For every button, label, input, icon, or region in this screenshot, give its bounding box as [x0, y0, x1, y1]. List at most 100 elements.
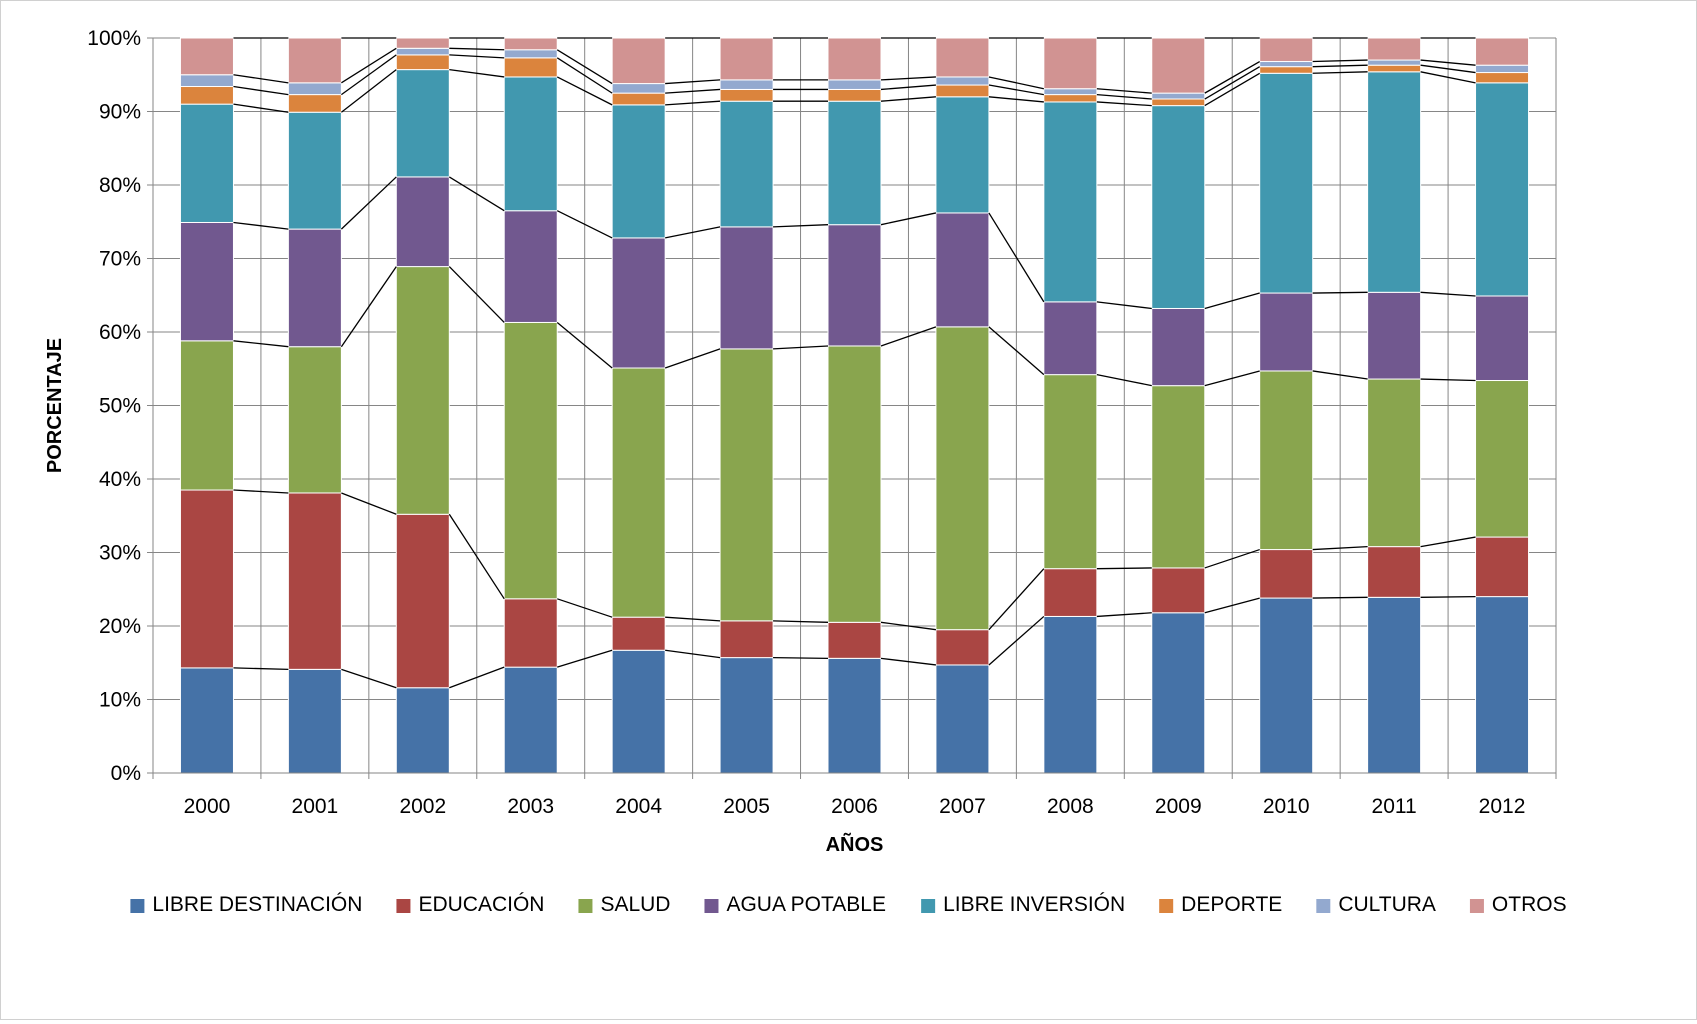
x-tick-label: 2003 [507, 795, 554, 818]
y-tick-label: 90% [99, 101, 141, 124]
bar-segment [1367, 71, 1422, 293]
series-line [880, 212, 937, 226]
bar-segment [179, 74, 234, 88]
series-line [1096, 93, 1152, 100]
legend-label: LIBRE INVERSIÓN [943, 893, 1125, 916]
series-line [773, 656, 829, 659]
series-line [1420, 64, 1476, 74]
bar-segment [1367, 596, 1422, 774]
y-tick-label: 10% [99, 689, 141, 712]
bar-segment [827, 224, 882, 347]
bar-segment [1043, 88, 1098, 96]
bar-segment [1259, 37, 1314, 63]
bar-segment [1151, 567, 1206, 614]
bar-segment [827, 100, 882, 226]
bar-segment [503, 57, 558, 78]
bar-segment [611, 83, 666, 94]
bar-segment [179, 103, 234, 223]
series-line [1096, 101, 1152, 107]
bar-segment [179, 86, 234, 105]
bar-segment [287, 492, 342, 670]
y-tick-label: 70% [99, 248, 141, 271]
legend-swatch [578, 899, 593, 913]
bar-segment [611, 616, 666, 651]
series-line [665, 649, 721, 659]
bar-segment [503, 321, 558, 600]
bar-segment [827, 621, 882, 659]
series-line [880, 326, 937, 347]
series-line [341, 47, 397, 84]
bar-segment [935, 84, 990, 98]
series-line [1096, 301, 1152, 310]
series-line [233, 667, 289, 671]
series-line [556, 321, 613, 369]
bar-segment [1043, 301, 1098, 376]
series-line [340, 176, 397, 230]
bar-segment [1259, 370, 1314, 551]
bar-segment [1151, 612, 1206, 774]
bar-segment [179, 221, 234, 342]
series-line [233, 489, 289, 494]
series-line [773, 345, 829, 350]
series-line [341, 54, 397, 96]
y-tick-label: 20% [99, 615, 141, 638]
bar-segment [935, 326, 990, 631]
bar-segment [395, 37, 450, 49]
legend-item: EDUCACIÓN [396, 893, 544, 916]
series-line [988, 76, 1044, 90]
series-line [1096, 612, 1152, 618]
legend-item: SALUD [578, 893, 670, 916]
series-line [233, 85, 289, 96]
bar-segment [1043, 568, 1098, 617]
series-line [448, 176, 505, 212]
legend-label: EDUCACIÓN [418, 893, 544, 916]
bar-segment [1043, 101, 1098, 303]
series-line [1204, 66, 1261, 100]
bar-segment [1151, 37, 1206, 94]
x-tick-label: 2012 [1479, 795, 1526, 818]
series-line [1204, 292, 1260, 310]
legend-swatch [921, 899, 936, 913]
bar-segment [1475, 82, 1530, 297]
bar-segment [395, 47, 450, 56]
series-line [988, 212, 1045, 303]
y-tick-label: 100% [87, 27, 141, 50]
bar-segment [287, 346, 342, 494]
series-line [1096, 373, 1152, 387]
y-tick-label: 0% [111, 762, 141, 785]
series-line [1312, 291, 1368, 294]
bar-segment [1367, 37, 1422, 61]
series-line [988, 96, 1044, 103]
bar-segment [1043, 615, 1098, 774]
bar-segment [1043, 374, 1098, 570]
series-line [557, 649, 613, 668]
series-line [988, 84, 1044, 96]
bar-segment [611, 37, 666, 85]
legend-item: OTROS [1469, 893, 1567, 916]
bar-segment [1259, 292, 1314, 372]
series-line [556, 49, 613, 85]
bar-segment [611, 92, 666, 106]
bar-segment [1367, 546, 1422, 598]
series-line [340, 266, 397, 348]
series-line [1420, 378, 1476, 382]
bar-segment [827, 37, 882, 81]
bar-segment [1475, 37, 1530, 66]
bar-segment [1151, 307, 1206, 387]
bar-segment [1043, 94, 1098, 103]
series-line [556, 57, 613, 94]
bar-segment [719, 79, 774, 90]
series-line [557, 598, 613, 618]
bar-segment [503, 49, 558, 59]
bar-segment [1259, 597, 1314, 774]
bar-segment [395, 513, 450, 689]
bar-segment [1151, 105, 1206, 309]
series-line [664, 348, 721, 369]
series-line [233, 221, 289, 230]
bar-segment [611, 367, 666, 618]
bar-segment [1259, 549, 1314, 599]
series-line [1204, 72, 1261, 107]
bar-segment [1151, 92, 1206, 100]
bar-segment [719, 620, 774, 659]
series-line [880, 84, 936, 91]
